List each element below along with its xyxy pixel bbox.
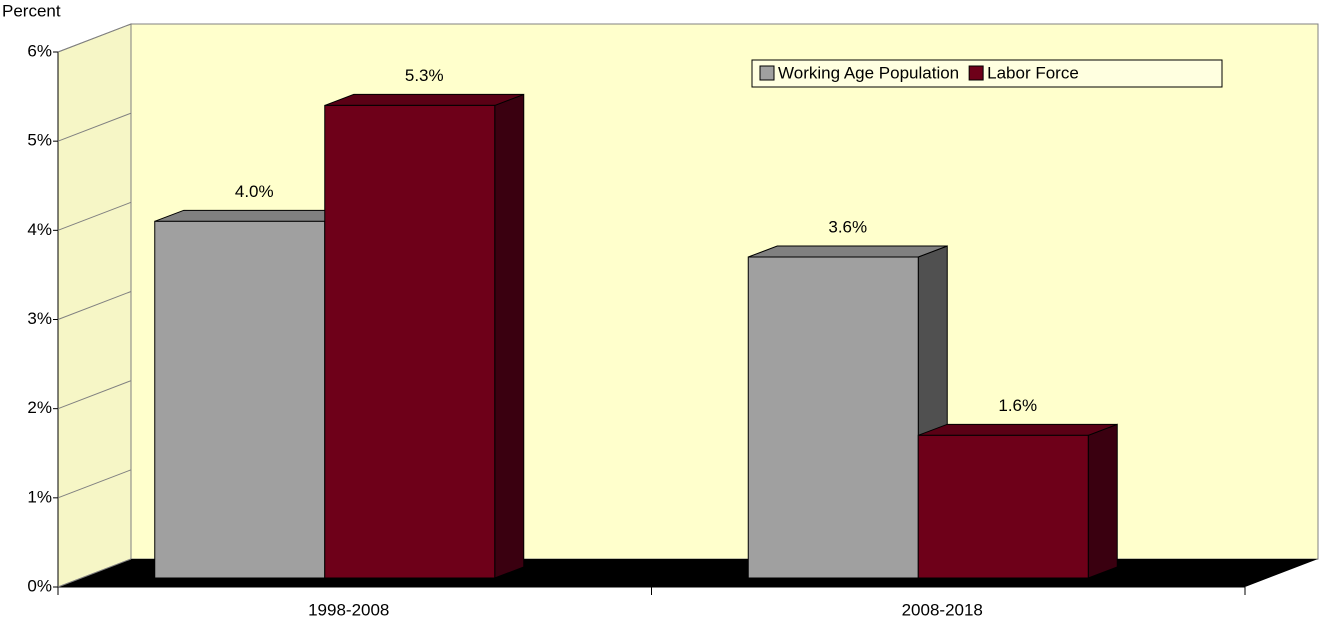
y-tick-label: 0% (27, 576, 52, 595)
y-tick-label: 6% (27, 41, 52, 60)
legend-swatch (759, 65, 775, 81)
legend-label: Working Age Population (778, 63, 959, 82)
grid-line (57, 23, 132, 53)
x-tick-label: 1998-2008 (308, 600, 389, 619)
grid-line (57, 112, 132, 142)
grid-line (57, 469, 132, 499)
bar (324, 104, 496, 579)
x-tick-label: 2008-2018 (902, 600, 983, 619)
y-tick-label: 2% (27, 398, 52, 417)
bar-side (1087, 423, 1118, 579)
y-tick-label: 3% (27, 309, 52, 328)
grid-line (57, 291, 132, 320)
y-tick-label: 1% (27, 487, 52, 506)
bar-top (154, 209, 354, 222)
bar-top (324, 93, 524, 106)
legend: Working Age Population Labor Force (751, 59, 1223, 88)
bar-top (918, 423, 1118, 436)
bar-side (494, 93, 525, 579)
legend-swatch (968, 65, 984, 81)
grid-line (57, 558, 132, 588)
data-label: 4.0% (235, 182, 274, 201)
data-label: 1.6% (998, 396, 1037, 415)
y-tick-label: 5% (27, 131, 52, 150)
grid-line (57, 380, 132, 410)
legend-box (751, 59, 1223, 88)
data-label: 3.6% (828, 217, 867, 236)
bar (917, 434, 1089, 579)
bar (154, 220, 326, 579)
data-label: 5.3% (405, 66, 444, 85)
bar-top (748, 245, 948, 258)
bar (747, 256, 919, 579)
legend-label: Labor Force (987, 63, 1079, 82)
y-axis-label: Percent (2, 1, 61, 20)
grid-line (57, 201, 132, 231)
y-tick-label: 4% (27, 220, 52, 239)
